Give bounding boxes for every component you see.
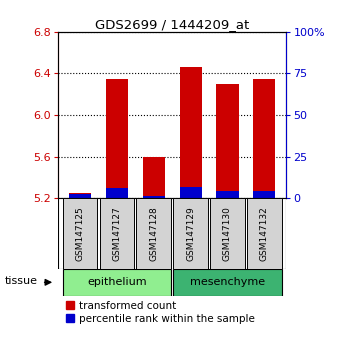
Bar bbox=[217, 192, 239, 198]
Bar bbox=[63, 198, 98, 269]
Text: tissue: tissue bbox=[5, 276, 38, 286]
Bar bbox=[180, 187, 202, 198]
Bar bbox=[180, 67, 202, 198]
Bar bbox=[100, 198, 134, 269]
Bar bbox=[143, 157, 165, 198]
Bar bbox=[173, 198, 208, 269]
Bar bbox=[247, 198, 282, 269]
Bar bbox=[63, 269, 171, 296]
Text: epithelium: epithelium bbox=[87, 277, 147, 287]
Text: GSM147130: GSM147130 bbox=[223, 206, 232, 261]
Bar bbox=[69, 194, 91, 198]
Bar bbox=[106, 188, 128, 198]
Text: mesenchyme: mesenchyme bbox=[190, 277, 265, 287]
Bar bbox=[210, 198, 245, 269]
Title: GDS2699 / 1444209_at: GDS2699 / 1444209_at bbox=[95, 18, 249, 31]
Bar bbox=[69, 193, 91, 198]
Text: GSM147132: GSM147132 bbox=[260, 206, 269, 261]
Bar bbox=[253, 79, 276, 198]
Bar bbox=[106, 79, 128, 198]
Bar bbox=[143, 196, 165, 198]
Bar bbox=[217, 84, 239, 198]
Text: GSM147129: GSM147129 bbox=[186, 206, 195, 261]
Bar bbox=[136, 198, 171, 269]
Bar bbox=[253, 191, 276, 198]
Text: GSM147125: GSM147125 bbox=[76, 206, 85, 261]
Text: GSM147127: GSM147127 bbox=[113, 206, 121, 261]
Bar bbox=[173, 269, 282, 296]
Text: GSM147128: GSM147128 bbox=[149, 206, 158, 261]
Legend: transformed count, percentile rank within the sample: transformed count, percentile rank withi… bbox=[66, 301, 255, 324]
